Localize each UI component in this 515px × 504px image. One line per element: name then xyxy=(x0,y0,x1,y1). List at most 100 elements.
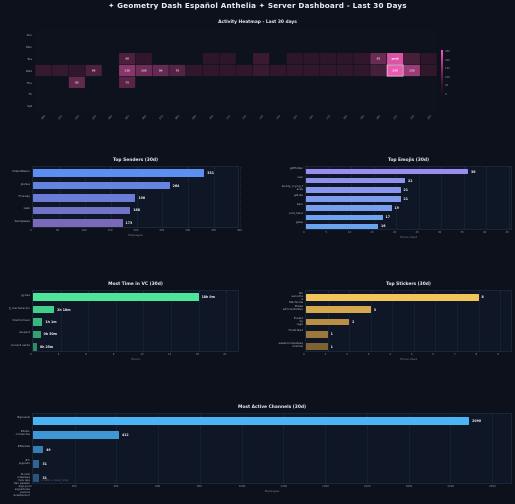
x-tick-label: 1600 xyxy=(363,485,371,488)
bar-category-label: Frustrated xyxy=(288,328,303,333)
heatmap-hour-label: 20h xyxy=(376,114,382,121)
heatmap-hour-label: 01h xyxy=(57,114,64,121)
heatmap-cell xyxy=(303,53,320,65)
bar-category-label: cold_hand xyxy=(288,211,303,216)
top-emojis-chart: 36 22 21 21 19 17 16 0 5 10 15 20 25 30 35 40 45 Times Us… xyxy=(282,166,512,239)
vc-plot-area: 18h 0m 2h 18m 1h 1m 0h 50m 0h 25m xyxy=(32,290,239,352)
heatmap-day-labels: Sun Mon Tue Wed Thu Fri Sat xyxy=(0,29,35,112)
bar-value-label: 1h 1m xyxy=(45,320,57,324)
gridline xyxy=(418,167,420,229)
top-senders-chart: 331 264 198 188 173 0 50 100 150 200 250 300 350 400 M… xyxy=(12,166,242,237)
bar-value-label: 36 xyxy=(471,169,476,174)
emojis-title: Top Emojis (30d) xyxy=(387,158,430,163)
heatmap-hour-label: 03h xyxy=(91,114,97,121)
heatmap-cell-label: 130 xyxy=(124,69,130,73)
heatmap-cell xyxy=(236,64,253,77)
gridline xyxy=(116,414,118,483)
bar-value-label: 198 xyxy=(138,196,146,200)
gridline xyxy=(198,291,200,351)
x-tick-label: 6 xyxy=(432,353,435,356)
x-tick-label: 3 xyxy=(57,353,60,356)
x-tick-label: 100 xyxy=(81,229,87,232)
x-tick-label: 50 xyxy=(55,229,60,232)
bar-value-label: 0h 50m xyxy=(43,332,57,337)
heatmap-hour-labels: 00h 01h 02h 03h 04h 05h 06h 07h 08h 09h 10h 11h 12h 1… xyxy=(35,113,437,127)
heatmap-cell xyxy=(68,76,85,88)
bar xyxy=(306,177,405,184)
channels-plot-area: 2090 412 49 31 31 + bots + canal_noisy xyxy=(32,413,512,484)
heatmap-cell xyxy=(169,64,186,77)
heatmap-cell-label: 60 xyxy=(92,69,96,73)
heatmap-background xyxy=(35,29,437,112)
gridline xyxy=(366,414,368,483)
chart-note: + bots + canal_noisy xyxy=(41,479,69,482)
x-tick-label: 9 xyxy=(497,353,499,356)
stickers-plot-area: 8 3 2 1 1 xyxy=(305,290,512,352)
x-tick-label: 18 xyxy=(195,353,199,356)
bar-value-label: 21 xyxy=(403,197,408,201)
heatmap-hour-label: 11h xyxy=(225,114,231,121)
bar xyxy=(306,168,468,175)
gridline xyxy=(158,414,160,483)
heatmap-cell xyxy=(420,64,437,77)
bar xyxy=(33,169,205,177)
gridline xyxy=(500,291,502,351)
heatmap-cell xyxy=(387,53,404,65)
heatmap-hour-label: 13h xyxy=(258,114,265,121)
heatmap-hour-label: 04h xyxy=(108,114,114,121)
bar xyxy=(306,223,378,230)
heatmap-cell xyxy=(219,64,236,77)
x-axis-title: Hours xyxy=(131,356,140,361)
gridline xyxy=(508,167,510,229)
heatmap-day-label: Fri xyxy=(28,92,32,97)
x-tick-label: 0 xyxy=(30,229,32,232)
bar xyxy=(33,459,40,468)
x-tick-label: 1200 xyxy=(280,485,288,488)
gridline xyxy=(450,414,452,483)
bar-category-label: glass xyxy=(295,220,303,225)
heatmap-cell xyxy=(353,64,370,77)
x-tick-label: 25 xyxy=(415,231,419,234)
x-tick-label: 0 xyxy=(303,353,305,356)
heatmap-cell-label: 60 xyxy=(125,57,129,61)
x-tick-label: 800 xyxy=(196,485,202,488)
heatmap-cell xyxy=(253,64,270,77)
bar-value-label: 188 xyxy=(133,208,140,213)
gridline xyxy=(88,291,90,351)
x-tick-label: 4 xyxy=(389,353,391,356)
x-tick-label: 400 xyxy=(113,485,119,488)
heatmap-day-label: Sat xyxy=(27,104,32,109)
bar-value-label: 31 xyxy=(42,461,47,466)
heatmap-cell xyxy=(186,64,203,77)
heatmap-hour-label: 21h xyxy=(392,114,399,121)
gridline xyxy=(478,291,480,351)
heatmap-hour-label: 09h xyxy=(191,114,198,121)
emojis-plot-area: 36 22 21 21 19 17 16 xyxy=(305,166,512,230)
bar xyxy=(33,305,55,314)
bar xyxy=(306,187,401,193)
active-channels-chart: 2090 412 49 31 31 + bots + canal_noisy 0 200 400… xyxy=(14,413,512,496)
bar-value-label: 2 xyxy=(352,320,355,324)
x-tick-label: 10 xyxy=(348,231,352,234)
bar-value-label: 0h 25m xyxy=(39,344,54,349)
bar-value-label: 2090 xyxy=(472,419,482,424)
heatmap-cell xyxy=(403,64,420,77)
x-tick-label: 2200 xyxy=(489,485,496,488)
gridline xyxy=(325,414,327,483)
bar-value-label: 21 xyxy=(403,187,408,192)
bar xyxy=(33,473,40,482)
x-tick-label: 15 xyxy=(370,231,374,234)
heatmap-day-label: Sun xyxy=(26,33,32,38)
heatmap-cell xyxy=(219,53,236,65)
bar xyxy=(33,181,170,190)
heatmap-cell-label: 95 xyxy=(377,57,381,61)
heatmap-title: Activity Heatmap - Last 30 days xyxy=(218,20,297,25)
bar xyxy=(33,318,43,326)
bar xyxy=(33,206,131,215)
heatmap-hour-label: 07h xyxy=(158,114,164,121)
bar xyxy=(306,343,328,351)
x-axis-title: Times Used xyxy=(399,356,418,361)
heatmap-cell xyxy=(353,53,370,65)
bar-value-label: 17 xyxy=(385,215,390,220)
x-tick-label: 3 xyxy=(367,353,370,356)
